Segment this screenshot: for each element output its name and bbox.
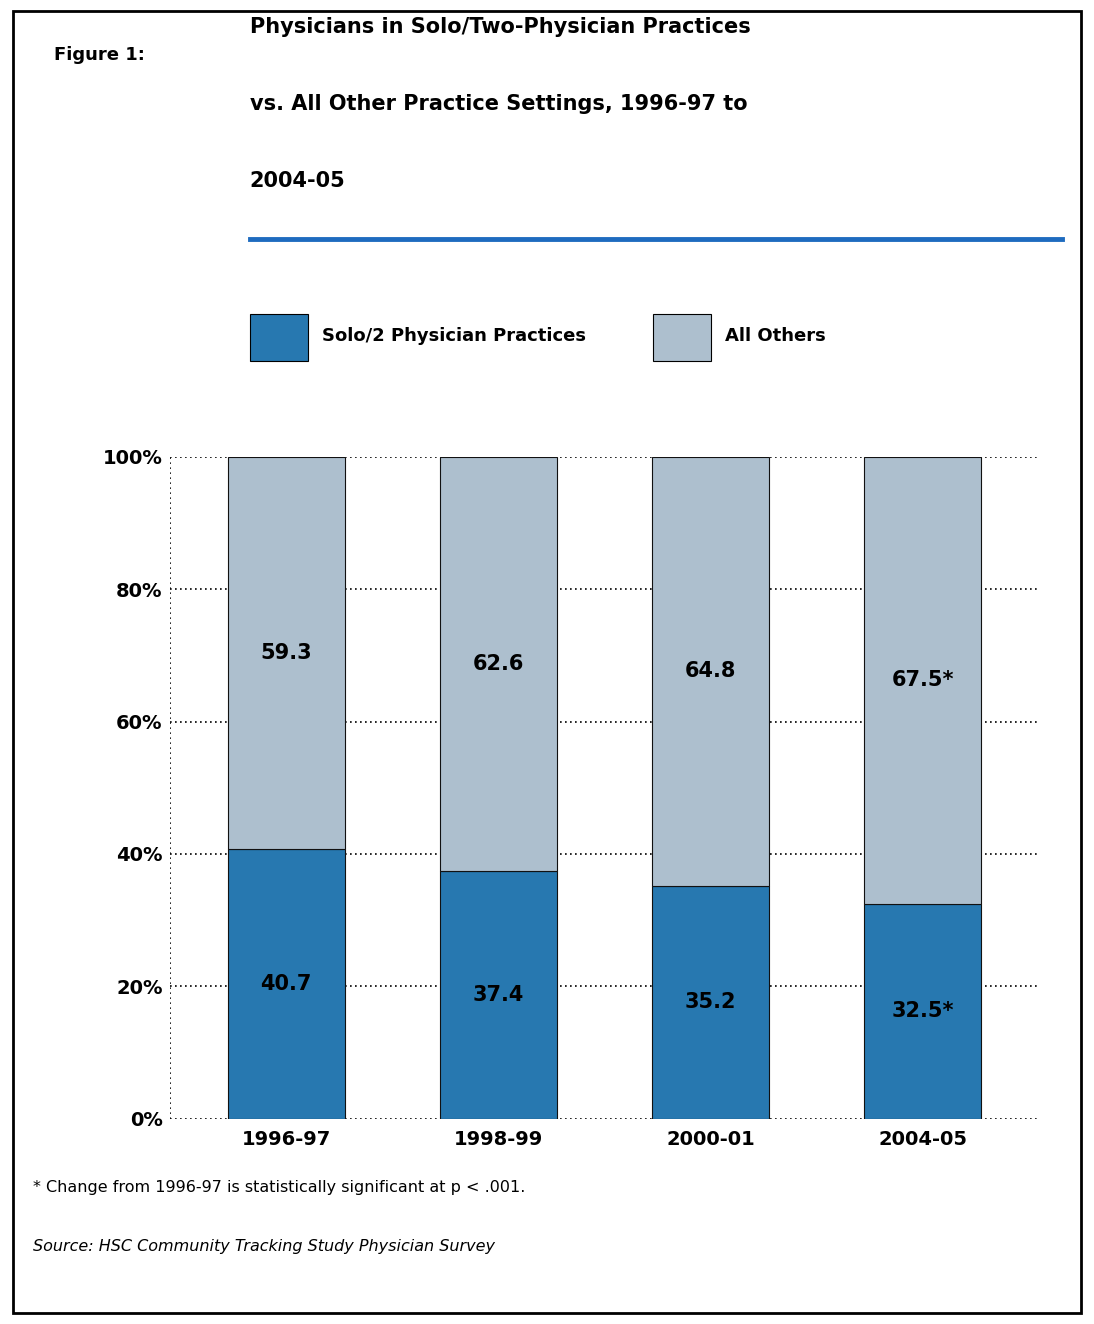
Text: Physicians in Solo/Two-Physician Practices: Physicians in Solo/Two-Physician Practic… (249, 17, 750, 37)
Text: * Change from 1996-97 is statistically significant at p < .001.: * Change from 1996-97 is statistically s… (33, 1181, 525, 1196)
FancyBboxPatch shape (653, 314, 711, 360)
Text: 64.8: 64.8 (685, 661, 736, 682)
FancyBboxPatch shape (249, 314, 309, 360)
Text: 67.5*: 67.5* (892, 670, 954, 690)
Text: 2004-05: 2004-05 (249, 171, 346, 191)
Bar (652, 457, 769, 886)
Bar (228, 457, 345, 850)
Text: 35.2: 35.2 (685, 992, 736, 1013)
Text: Source: HSC Community Tracking Study Physician Survey: Source: HSC Community Tracking Study Phy… (33, 1239, 494, 1254)
Text: vs. All Other Practice Settings, 1996-97 to: vs. All Other Practice Settings, 1996-97… (249, 94, 747, 114)
Text: Figure 1:: Figure 1: (54, 45, 144, 64)
Text: 32.5*: 32.5* (892, 1001, 954, 1021)
Bar (864, 457, 981, 903)
Text: 37.4: 37.4 (473, 985, 524, 1005)
Bar (652, 886, 769, 1119)
Text: All Others: All Others (725, 327, 826, 346)
Text: 62.6: 62.6 (473, 654, 524, 674)
Text: 40.7: 40.7 (260, 974, 312, 994)
Bar (440, 871, 557, 1119)
Text: 59.3: 59.3 (260, 643, 312, 663)
Bar (864, 903, 981, 1119)
Text: Solo/2 Physician Practices: Solo/2 Physician Practices (322, 327, 586, 346)
Bar (440, 457, 557, 871)
Bar (228, 850, 345, 1119)
